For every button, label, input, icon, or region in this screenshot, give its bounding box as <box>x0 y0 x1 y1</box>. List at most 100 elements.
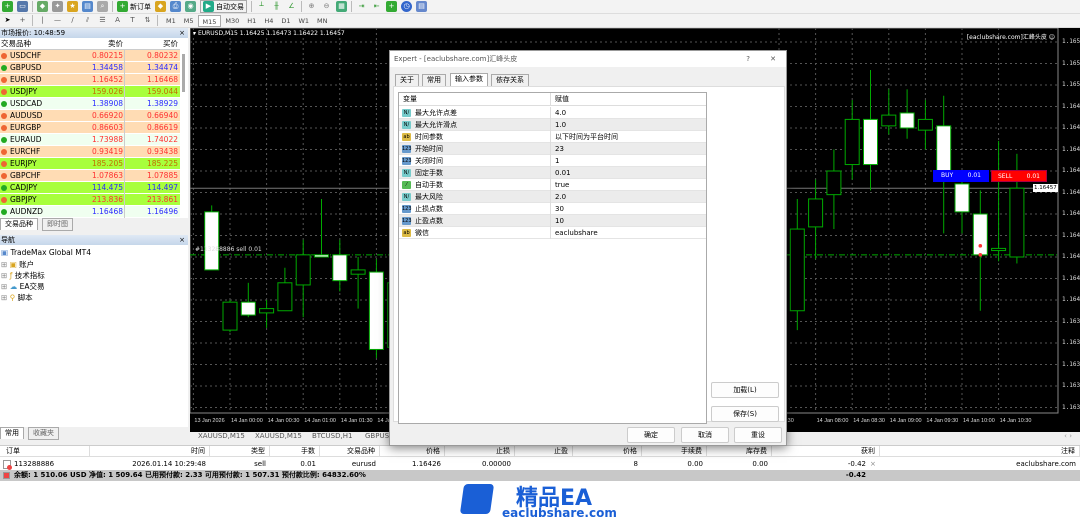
market-watch-row[interactable]: GBPCHF 1.07863 1.07885 <box>0 170 180 182</box>
param-row[interactable]: ⁄ 自动手数 true <box>399 179 706 191</box>
timeframe-m5[interactable]: M5 <box>183 16 194 25</box>
col-variable[interactable]: 变量 <box>403 95 417 103</box>
tree-item-indicators[interactable]: ⊞ ƒ 技术指标 <box>1 270 45 281</box>
tester-icon[interactable]: ⌕ <box>97 1 108 12</box>
terminal-col-header[interactable]: 注释 <box>880 446 1080 457</box>
reset-button[interactable]: 重设 <box>734 427 782 443</box>
sell-button[interactable]: SELL 0.01 <box>991 170 1047 182</box>
buy-button[interactable]: BUY 0.01 <box>933 170 989 182</box>
market-watch-row[interactable]: EURGBP 0.86603 0.86619 <box>0 122 180 134</box>
cursor-icon[interactable]: ➤ <box>4 16 11 24</box>
text-icon[interactable]: A <box>115 16 120 24</box>
tree-item-scripts[interactable]: ⊞ ⚲ 脚本 <box>1 292 33 303</box>
tree-item-accounts[interactable]: ⊞ ▣ 账户 <box>1 259 34 270</box>
order-row[interactable]: 113288886 2026.01.14 10:29:48 sell 0.01 … <box>0 458 1080 470</box>
param-value[interactable]: 0.01 <box>550 167 571 179</box>
profiles-icon[interactable]: ▭ <box>17 1 28 12</box>
market-watch-row[interactable]: GBPJPY 213.836 213.861 <box>0 194 180 206</box>
param-value[interactable]: 23 <box>550 143 564 155</box>
terminal-col-header[interactable]: 时间 <box>90 446 210 457</box>
trendline-icon[interactable]: / <box>71 16 74 24</box>
timeframe-m15[interactable]: M15 <box>197 14 222 27</box>
close-icon[interactable]: × <box>179 236 185 244</box>
param-row[interactable]: 123 止损点数 30 <box>399 203 706 215</box>
bar-chart-icon[interactable]: ┴ <box>259 2 264 10</box>
data-window-icon[interactable]: ✦ <box>52 1 63 12</box>
param-row[interactable]: 123 关闭时间 1 <box>399 155 706 167</box>
terminal-col-header[interactable]: 类型 <box>210 446 270 457</box>
horizontal-line-icon[interactable]: — <box>54 16 61 24</box>
param-row[interactable]: N/最大风险 2.0 <box>399 191 706 203</box>
param-value[interactable]: true <box>550 179 569 191</box>
timeframe-w1[interactable]: W1 <box>298 16 310 25</box>
tab-favorites[interactable]: 收藏夹 <box>28 427 59 440</box>
channel-icon[interactable]: ⫽ <box>85 16 90 24</box>
indicators-icon[interactable]: + <box>386 1 397 12</box>
col-value[interactable]: 赋值 <box>550 93 569 106</box>
close-button[interactable]: ✕ <box>770 55 776 63</box>
timeframe-d1[interactable]: D1 <box>281 16 291 25</box>
chart-menu-icon[interactable]: ▾ <box>193 30 197 37</box>
vertical-line-icon[interactable]: | <box>41 16 44 24</box>
timeframe-h1[interactable]: H1 <box>247 16 257 25</box>
timeframe-m30[interactable]: M30 <box>225 16 240 25</box>
crosshair-icon[interactable]: + <box>19 16 26 24</box>
cancel-button[interactable]: 取消 <box>681 427 729 443</box>
dialog-titlebar[interactable]: Expert - [eaclubshare.com]汇峰头皮 ? ✕ <box>390 51 786 67</box>
signals-icon[interactable]: ◉ <box>185 1 196 12</box>
candlestick-icon[interactable]: ╫ <box>274 2 279 10</box>
param-value[interactable]: 30 <box>550 203 564 215</box>
terminal-col-header[interactable]: 订单 <box>0 446 90 457</box>
metaeditor-icon[interactable]: ◆ <box>155 1 166 12</box>
zoom-out-icon[interactable]: ⊖ <box>323 2 330 10</box>
terminal-col-header[interactable]: 止损 <box>445 446 515 457</box>
navigator-icon[interactable]: ★ <box>67 1 78 12</box>
param-value[interactable]: 1 <box>550 155 559 167</box>
market-watch-row[interactable]: AUDNZD 1.16468 1.16496 <box>0 206 180 218</box>
tab-common[interactable]: 常用 <box>0 427 24 439</box>
timeframe-mn[interactable]: MN <box>317 16 328 25</box>
chart-shift-icon[interactable]: ⇥ <box>358 2 365 10</box>
col-bid[interactable]: 卖价 <box>108 39 123 48</box>
terminal-col-header[interactable]: 止盈 <box>515 446 573 457</box>
param-value[interactable]: 1.0 <box>550 119 566 131</box>
market-watch-row[interactable]: EURCHF 0.93419 0.93438 <box>0 146 180 158</box>
save-button[interactable]: 保存(S) <box>711 406 779 422</box>
chart-tab[interactable]: GBPUSD <box>365 432 395 440</box>
chart-tab[interactable]: XAUUSD,M15 <box>255 432 302 440</box>
terminal-col-header[interactable]: 交易品种 <box>320 446 380 457</box>
load-button[interactable]: 加载(L) <box>711 382 779 398</box>
zoom-in-icon[interactable]: ⊕ <box>308 2 315 10</box>
market-watch-row[interactable]: EURUSD 1.16452 1.16468 <box>0 74 180 86</box>
periods-icon[interactable]: ◷ <box>401 1 412 12</box>
tile-windows-icon[interactable]: ▦ <box>336 1 347 12</box>
line-chart-icon[interactable]: ∠ <box>288 2 295 10</box>
col-ask[interactable]: 买价 <box>163 39 178 48</box>
auto-trading-button[interactable]: ▶ 自动交易 <box>200 0 247 13</box>
param-row[interactable]: N/固定手数 0.01 <box>399 167 706 179</box>
close-icon[interactable]: × <box>179 29 185 37</box>
param-row[interactable]: 123 止盈点数 10 <box>399 215 706 227</box>
terminal-col-header[interactable]: 价格 <box>573 446 642 457</box>
tree-item-experts[interactable]: ⊞ ☁ EA交易 <box>1 281 44 292</box>
tree-root[interactable]: ▣ TradeMax Global MT4 <box>1 248 91 257</box>
timeframe-m1[interactable]: M1 <box>166 16 176 25</box>
param-value[interactable]: 4.0 <box>550 107 566 119</box>
market-watch-row[interactable]: USDJPY 159.026 159.044 <box>0 86 180 98</box>
autoscroll-icon[interactable]: ⇤ <box>373 2 380 10</box>
new-chart-icon[interactable]: + <box>2 1 13 12</box>
market-watch-row[interactable]: EURJPY 185.205 185.225 <box>0 158 180 170</box>
terminal-col-header[interactable]: 库存费 <box>707 446 772 457</box>
param-row[interactable]: N/最大允许滑点 1.0 <box>399 119 706 131</box>
market-watch-icon[interactable]: ◆ <box>37 1 48 12</box>
arrows-icon[interactable]: ⇅ <box>144 16 151 24</box>
close-order-icon[interactable]: × <box>870 460 876 468</box>
terminal-col-header[interactable]: 获利 <box>772 446 880 457</box>
ok-button[interactable]: 确定 <box>627 427 675 443</box>
help-button[interactable]: ? <box>746 55 750 63</box>
param-row[interactable]: N/最大允许点差 4.0 <box>399 107 706 119</box>
param-value[interactable]: eaclubshare <box>550 227 598 239</box>
chart-tab[interactable]: BTCUSD,H1 <box>312 432 353 440</box>
market-watch-row[interactable]: GBPUSD 1.34458 1.34474 <box>0 62 180 74</box>
terminal-col-header[interactable]: 价格 <box>380 446 445 457</box>
